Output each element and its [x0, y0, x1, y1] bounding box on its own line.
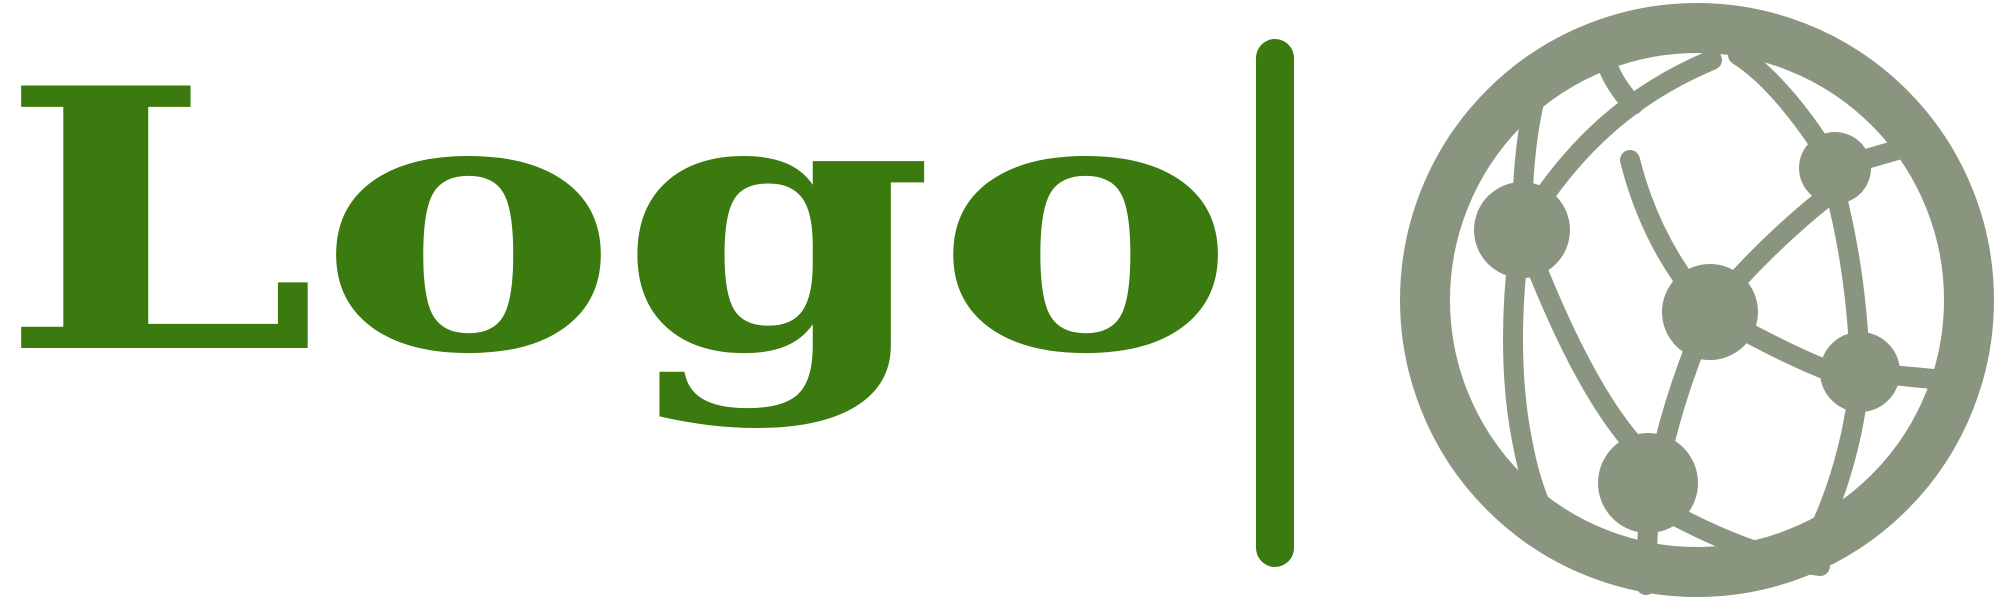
network-node [1799, 132, 1871, 204]
network-node [1598, 433, 1698, 533]
wordmark-text: Logo [0, 60, 1236, 433]
logo-divider [1255, 38, 1295, 568]
logo-wordmark: Logo [0, 60, 1240, 540]
network-node [1662, 264, 1758, 360]
network-globe-icon [1395, 0, 2000, 601]
network-node [1474, 182, 1570, 278]
network-node [1820, 332, 1900, 412]
